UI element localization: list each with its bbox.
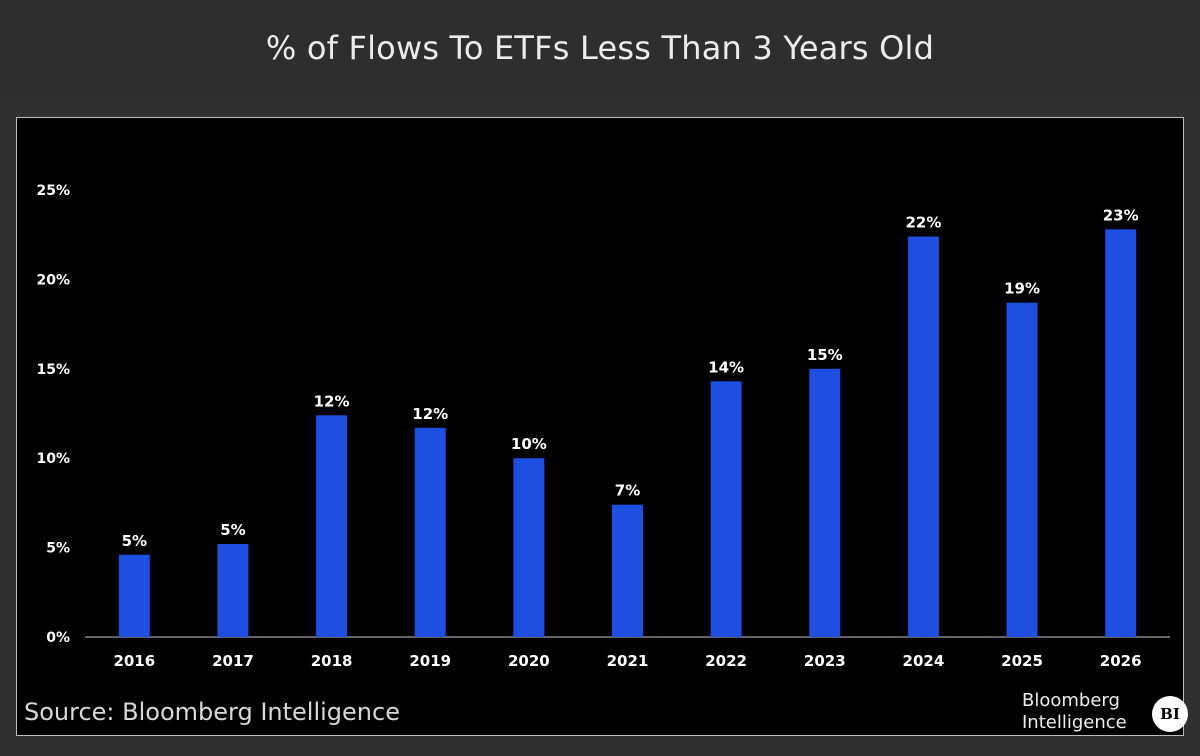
y-tick-label: 15% [36, 362, 70, 378]
y-tick-label: 20% [36, 272, 70, 288]
x-tick-label: 2023 [804, 652, 846, 670]
x-tick-label: 2022 [705, 652, 747, 670]
x-tick-label: 2017 [212, 652, 254, 670]
brand-line-1: Bloomberg [1022, 690, 1120, 711]
data-label: 23% [1103, 206, 1139, 224]
bar [1105, 229, 1137, 637]
x-tick-label: 2018 [311, 652, 353, 670]
bar [217, 544, 249, 637]
data-label: 22% [905, 213, 941, 231]
source-note: Source: Bloomberg Intelligence [24, 698, 400, 726]
y-tick-label: 0% [46, 630, 70, 646]
bi-logo-icon: BI [1152, 696, 1188, 732]
y-tick-label: 25% [36, 183, 70, 199]
x-tick-label: 2016 [113, 652, 155, 670]
bar [513, 458, 545, 637]
x-tick-label: 2025 [1001, 652, 1043, 670]
data-label: 7% [615, 482, 640, 500]
y-tick-label: 10% [36, 451, 70, 467]
chart-panel [16, 117, 1184, 736]
bar [1006, 302, 1038, 637]
brand-text: Bloomberg Intelligence [1022, 690, 1127, 734]
brand-line-2: Intelligence [1022, 712, 1127, 733]
x-tick-label: 2021 [607, 652, 649, 670]
data-label: 5% [220, 521, 245, 539]
brand-mark: Bloomberg Intelligence BI [1022, 690, 1192, 740]
data-label: 14% [708, 358, 744, 376]
data-label: 10% [511, 435, 547, 453]
bar [612, 504, 643, 637]
data-label: 12% [314, 392, 350, 410]
bar [809, 368, 841, 637]
chart-title: % of Flows To ETFs Less Than 3 Years Old [265, 29, 935, 67]
bar [414, 427, 446, 637]
bar [907, 236, 939, 637]
data-label: 12% [412, 405, 448, 423]
x-tick-label: 2019 [409, 652, 451, 670]
data-label: 19% [1004, 280, 1040, 298]
y-tick-label: 5% [46, 541, 70, 557]
data-label: 5% [122, 532, 147, 550]
bar [710, 381, 742, 637]
x-tick-label: 2026 [1100, 652, 1142, 670]
data-label: 15% [807, 346, 843, 364]
x-tick-label: 2024 [903, 652, 945, 670]
x-tick-label: 2020 [508, 652, 550, 670]
bar [118, 554, 150, 637]
title-bar: % of Flows To ETFs Less Than 3 Years Old [0, 0, 1200, 96]
bar [316, 415, 348, 637]
